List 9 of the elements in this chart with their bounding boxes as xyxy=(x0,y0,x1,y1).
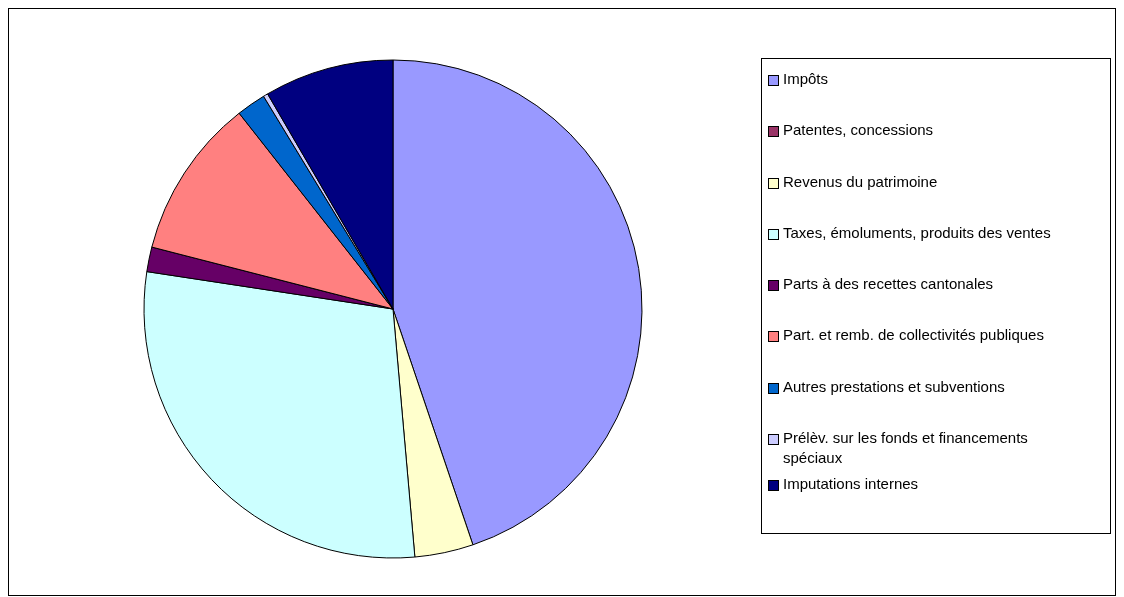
legend-label: Parts à des recettes cantonales xyxy=(783,274,994,295)
legend-label: Imputations internes xyxy=(783,474,919,495)
legend-label: Prélèv. sur les fonds et financements spéciaux xyxy=(783,428,1029,469)
legend-label: Revenus du patrimoine xyxy=(783,171,938,192)
legend-label: Patentes, concessions xyxy=(783,120,934,141)
legend-label: Impôts xyxy=(783,69,829,89)
legend-label: Taxes, émoluments, produits des ventes xyxy=(783,222,1051,243)
legend-label: Autres prestations et subventions xyxy=(783,376,1005,397)
legend-label: Part. et remb. de collectivités publiques xyxy=(783,325,1044,346)
